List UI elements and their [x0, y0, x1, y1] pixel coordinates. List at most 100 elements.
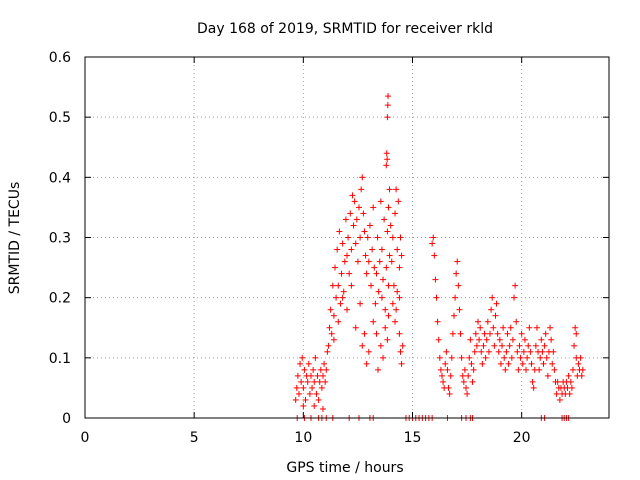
data-point — [495, 348, 502, 355]
data-point — [490, 324, 497, 331]
data-point — [516, 342, 523, 349]
data-point — [349, 192, 356, 199]
data-point — [460, 378, 467, 385]
data-point — [467, 336, 474, 343]
data-point — [519, 360, 526, 367]
data-point — [380, 354, 387, 361]
data-point — [544, 372, 551, 379]
data-point — [540, 360, 547, 367]
data-point — [514, 348, 521, 355]
data-point — [496, 336, 503, 343]
data-point — [380, 276, 387, 283]
data-point — [361, 330, 368, 337]
data-point — [333, 294, 340, 301]
data-point — [339, 294, 346, 301]
data-point — [385, 282, 392, 289]
data-point — [457, 330, 464, 337]
data-point — [569, 366, 576, 373]
data-point — [384, 156, 391, 163]
data-point — [342, 216, 349, 223]
data-point — [321, 360, 328, 367]
data-point — [300, 384, 307, 391]
data-point — [326, 324, 333, 331]
data-point — [551, 366, 558, 373]
data-point — [509, 336, 516, 343]
data-point — [374, 234, 381, 241]
data-point — [366, 222, 373, 229]
data-point — [430, 234, 437, 241]
data-point — [293, 384, 300, 391]
data-point — [491, 342, 498, 349]
data-point — [565, 372, 572, 379]
data-point — [365, 258, 372, 265]
data-point — [356, 204, 363, 211]
data-point — [502, 366, 509, 373]
data-point — [508, 354, 515, 361]
data-point — [429, 240, 436, 247]
data-point — [538, 336, 545, 343]
data-point — [523, 366, 530, 373]
data-point — [478, 348, 485, 355]
data-point — [572, 324, 579, 331]
data-point — [371, 264, 378, 271]
data-point — [312, 354, 319, 361]
data-point — [299, 354, 306, 361]
data-point — [375, 366, 382, 373]
data-point — [335, 282, 342, 289]
data-point — [393, 186, 400, 193]
data-point — [300, 402, 307, 409]
data-point — [483, 336, 490, 343]
data-point — [566, 390, 573, 397]
data-points — [292, 93, 586, 421]
data-point — [362, 252, 369, 259]
data-point — [579, 366, 586, 373]
data-point — [487, 330, 494, 337]
data-point — [444, 366, 451, 373]
data-point — [392, 210, 399, 217]
data-point — [323, 366, 330, 373]
data-point — [512, 282, 519, 289]
data-point — [501, 354, 508, 361]
data-point — [533, 324, 540, 331]
data-point — [310, 366, 317, 373]
x-tick-label: 10 — [294, 430, 312, 446]
data-point — [384, 336, 391, 343]
data-point — [375, 288, 382, 295]
data-point — [504, 330, 511, 337]
data-point — [386, 252, 393, 259]
data-point — [452, 294, 459, 301]
data-point — [319, 405, 326, 412]
y-tick-label: 0.2 — [49, 291, 71, 307]
data-point — [315, 396, 322, 403]
data-point — [383, 162, 390, 169]
data-point — [395, 198, 402, 205]
data-point — [480, 342, 487, 349]
data-point — [494, 330, 501, 337]
data-point — [542, 330, 549, 337]
data-point — [378, 294, 385, 301]
axis-ticks: 0 5 10 15 20 0 0.1 0.2 0.3 0.4 0.5 0.6 — [49, 50, 609, 446]
data-point — [341, 258, 348, 265]
data-point — [307, 372, 314, 379]
data-point — [386, 186, 393, 193]
data-point — [382, 324, 389, 331]
data-point — [462, 384, 469, 391]
data-point — [383, 150, 390, 157]
data-point — [354, 258, 361, 265]
data-point — [547, 324, 554, 331]
data-point — [390, 282, 397, 289]
data-point — [377, 342, 384, 349]
data-point — [381, 216, 388, 223]
data-point — [304, 378, 311, 385]
data-point — [399, 342, 406, 349]
data-point — [469, 378, 476, 385]
data-point — [350, 222, 357, 229]
data-point — [443, 348, 450, 355]
data-point — [550, 348, 557, 355]
data-point — [392, 318, 399, 325]
data-point — [541, 342, 548, 349]
data-point — [352, 240, 359, 247]
data-point — [492, 312, 499, 319]
data-point — [449, 330, 456, 337]
